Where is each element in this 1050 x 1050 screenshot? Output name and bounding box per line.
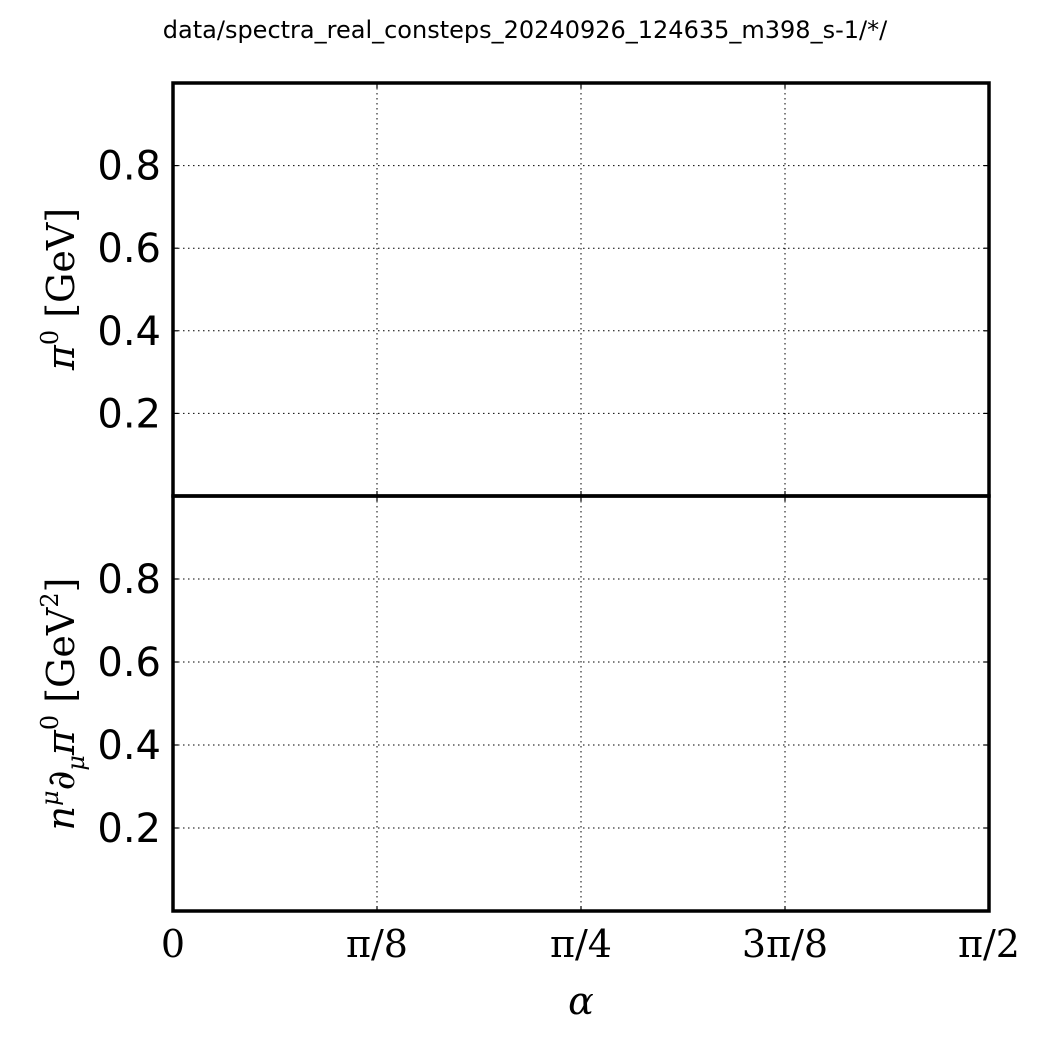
bottom-ytick-label: 0.2 — [97, 806, 161, 852]
top-ytick-label: 0.8 — [97, 144, 161, 190]
xtick-label: π/4 — [550, 922, 612, 966]
bottom-ylabel-partial: ∂ — [39, 771, 83, 791]
top-panel: 0.2 0.4 0.6 0.8 — [97, 81, 991, 498]
top-ylabel-symbol: π — [39, 344, 83, 371]
bottom-panel: 0.2 0.4 0.6 0.8 — [97, 494, 991, 913]
bottom-ylabel-n: n — [39, 806, 83, 830]
bottom-ytick-label: 0.8 — [97, 557, 161, 603]
bottom-y-axis-label: nμ∂μπ0 [GeV2] — [36, 578, 90, 831]
bottom-ylabel-unit-sup: 2 — [36, 592, 64, 607]
xtick-label: π/2 — [958, 922, 1020, 966]
bottom-ylabel-sub: μ — [62, 755, 90, 771]
top-ytick-label: 0.6 — [97, 226, 161, 272]
top-ylabel-unit: [GeV] — [39, 208, 83, 330]
figure-title: data/spectra_real_consteps_20240926_1246… — [162, 16, 888, 44]
bottom-ylabel-unit-pre: [GeV — [39, 607, 83, 715]
top-ytick-label: 0.2 — [97, 391, 161, 437]
shared-x-axis: 0 π/8 π/4 3π/8 π/2 — [161, 922, 1020, 966]
bottom-plot-frame — [171, 494, 991, 913]
top-ylabel-sup: 0 — [36, 330, 64, 345]
x-axis-label: α — [568, 979, 594, 1023]
xtick-label: 0 — [161, 922, 185, 966]
bottom-ylabel-unit-post: ] — [39, 578, 83, 593]
bottom-ytick-label: 0.6 — [97, 640, 161, 686]
xtick-label: π/8 — [346, 922, 408, 966]
bottom-ylabel-sup: 0 — [36, 715, 64, 730]
top-ytick-label: 0.4 — [97, 309, 161, 355]
bottom-ytick-label: 0.4 — [97, 723, 161, 769]
xtick-label: 3π/8 — [742, 922, 828, 966]
bottom-ylabel-mu: μ — [36, 790, 64, 806]
bottom-ylabel-pi: π — [39, 729, 83, 756]
top-y-axis-label: π0 [GeV] — [36, 208, 83, 371]
